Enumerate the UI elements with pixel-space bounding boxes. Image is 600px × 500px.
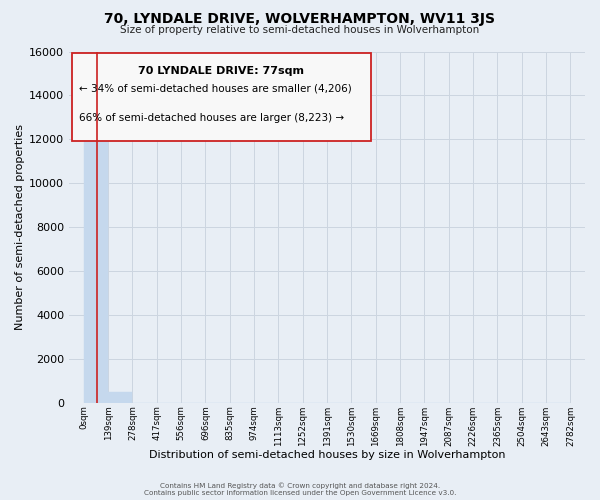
Text: ← 34% of semi-detached houses are smaller (4,206): ← 34% of semi-detached houses are smalle… (79, 84, 352, 94)
Text: 70 LYNDALE DRIVE: 77sqm: 70 LYNDALE DRIVE: 77sqm (139, 66, 304, 76)
Text: Contains HM Land Registry data © Crown copyright and database right 2024.
Contai: Contains HM Land Registry data © Crown c… (144, 482, 456, 496)
Bar (84, 138, 108, 402)
Text: Size of property relative to semi-detached houses in Wolverhampton: Size of property relative to semi-detach… (121, 25, 479, 35)
Y-axis label: Number of semi-detached properties: Number of semi-detached properties (15, 124, 25, 330)
X-axis label: Distribution of semi-detached houses by size in Wolverhampton: Distribution of semi-detached houses by … (149, 450, 505, 460)
FancyBboxPatch shape (72, 54, 371, 141)
Text: 70, LYNDALE DRIVE, WOLVERHAMPTON, WV11 3JS: 70, LYNDALE DRIVE, WOLVERHAMPTON, WV11 3… (104, 12, 496, 26)
Text: 66% of semi-detached houses are larger (8,223) →: 66% of semi-detached houses are larger (… (79, 113, 344, 123)
Bar (108, 392, 133, 402)
